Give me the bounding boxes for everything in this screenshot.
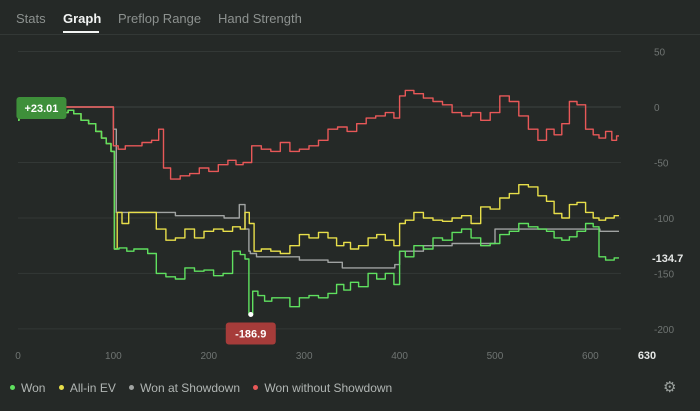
gear-icon[interactable]: ⚙ — [663, 379, 677, 396]
max-value-badge — [16, 97, 67, 120]
x-tick-label: 400 — [391, 351, 408, 362]
legend-item-won[interactable]: Won — [10, 381, 45, 395]
legend-dot — [10, 385, 15, 391]
x-tick-label: 300 — [296, 351, 313, 362]
legend-label: All-in EV — [69, 381, 116, 395]
tab-preflop-range[interactable]: Preflop Range — [118, 11, 202, 26]
y-tick-label: 0 — [654, 103, 660, 114]
series-line-won — [18, 106, 619, 316]
x-max-label: 630 — [638, 350, 656, 362]
legend-dot — [253, 385, 259, 391]
legend-dot — [129, 385, 135, 391]
x-tick-label: 200 — [200, 351, 217, 362]
tab-stats[interactable]: Stats — [16, 11, 46, 26]
y-tick-label: -200 — [654, 325, 674, 336]
series-line-won-without-showdown — [18, 89, 619, 180]
y-tick-label: -150 — [654, 269, 674, 280]
marker-label: -186.9 — [235, 328, 266, 340]
legend-item-won-without-showdown[interactable]: Won without Showdown — [253, 381, 392, 395]
x-tick-label: 0 — [15, 351, 21, 362]
legend-label: Won — [21, 381, 46, 395]
y-tick-label: -50 — [654, 158, 669, 169]
active-tab-indicator — [63, 31, 99, 33]
min-value-badge — [225, 322, 276, 345]
tab-graph[interactable]: Graph — [63, 11, 102, 26]
x-tick-label: 500 — [487, 351, 504, 362]
legend-item-all-in-ev[interactable]: All-in EV — [58, 381, 116, 395]
y-tick-label: -100 — [654, 214, 674, 225]
y-tick-label: 50 — [654, 48, 666, 59]
marker-dot — [248, 311, 254, 317]
legend-item-won-at-showdown[interactable]: Won at Showdown — [129, 381, 240, 395]
legend-label: Won at Showdown — [140, 381, 241, 395]
chart-legend: Won All-in EV Won at Showdown Won withou… — [10, 381, 402, 395]
x-tick-label: 600 — [582, 351, 599, 362]
legend-dot — [58, 385, 64, 391]
legend-label: Won without Showdown — [264, 381, 393, 395]
marker-label: +23.01 — [24, 103, 58, 115]
tab-bar: Stats Graph Preflop Range Hand Strength — [0, 0, 700, 35]
x-tick-label: 100 — [105, 351, 122, 362]
tab-hand-strength[interactable]: Hand Strength — [218, 11, 302, 26]
end-value-label: -134.7 — [652, 253, 683, 265]
